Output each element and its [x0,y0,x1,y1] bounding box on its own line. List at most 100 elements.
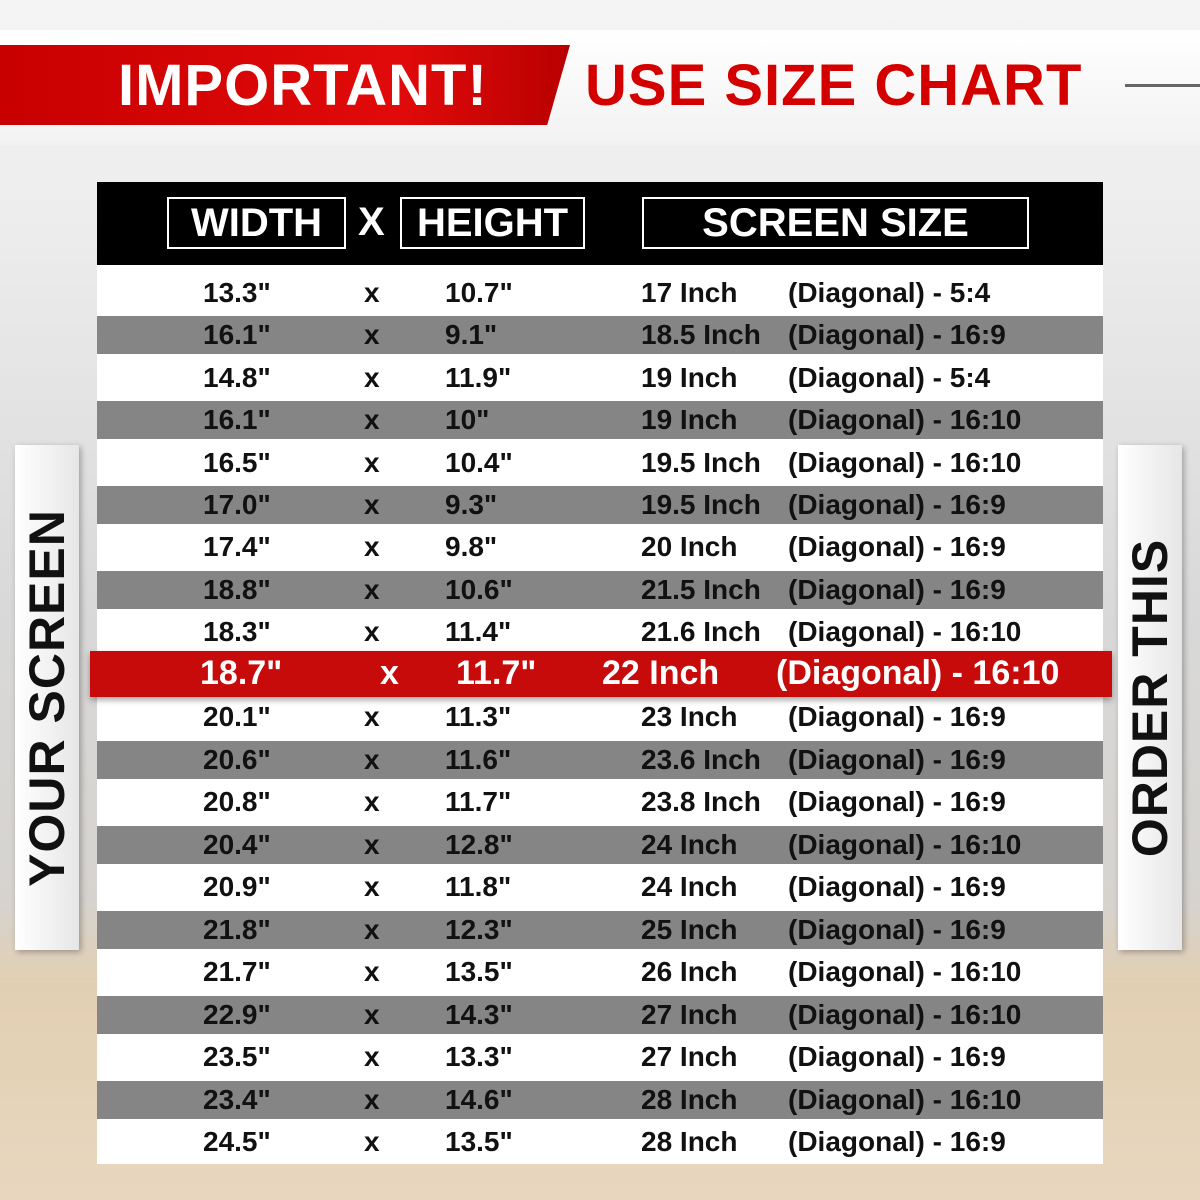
your-screen-ribbon: YOUR SCREEN [15,445,79,950]
size-cell: 21.5 Inch [641,573,761,605]
size-cell: 28 Inch [641,1126,738,1157]
header-x: X [358,200,385,244]
important-label: IMPORTANT! [118,53,488,118]
diagonal-cell: (Diagonal) - 16:9 [788,1126,1006,1157]
table-row: 23.5" x 13.3" 27 Inch (Diagonal) - 16:9 [97,1038,1103,1076]
table-row: 14.8" x 11.9" 19 Inch (Diagonal) - 5:4 [97,359,1103,397]
width-cell: 20.6" [203,743,271,775]
width-cell: 23.5" [203,1041,271,1072]
height-cell: 11.9" [445,361,512,393]
height-cell: 13.3" [445,1041,513,1072]
table-row: 18.8" x 10.6" 21.5 Inch (Diagonal) - 16:9 [97,570,1103,609]
use-size-chart-label: USE SIZE CHART [585,53,1083,118]
height-cell: 11.6" [445,743,512,775]
size-cell: 22 Inch [602,654,720,692]
x-cell: x [364,1126,380,1157]
height-cell: 11.8" [445,871,512,902]
height-cell: 10.4" [445,446,513,478]
diagonal-cell: (Diagonal) - 16:10 [788,828,1022,860]
diagonal-cell: (Diagonal) - 5:4 [788,277,991,308]
height-cell: 14.3" [445,998,513,1030]
size-cell: 24 Inch [641,828,738,860]
width-cell: 14.8" [203,361,271,393]
height-cell: 9.8" [445,531,498,563]
table-row: 16.5" x 10.4" 19.5 Inch (Diagonal) - 16:10 [97,444,1103,482]
diagonal-cell: (Diagonal) - 16:9 [788,489,1006,520]
table-header [97,182,1103,265]
width-cell: 24.5" [203,1126,271,1157]
width-cell: 20.8" [203,786,271,817]
width-cell: 17.4" [203,531,271,563]
x-cell: x [364,956,380,987]
x-cell: x [364,828,380,860]
size-cell: 21.6 Inch [641,616,761,648]
table-row: 20.1" x 11.3" 23 Inch (Diagonal) - 16:9 [97,698,1103,736]
header-width: WIDTH [167,197,346,249]
table-row: 20.6" x 11.6" 23.6 Inch (Diagonal) - 16:9 [97,740,1103,779]
diagonal-cell: (Diagonal) - 16:10 [788,1083,1022,1115]
width-cell: 20.1" [203,701,271,732]
x-cell: x [364,871,380,902]
width-cell: 20.9" [203,871,271,902]
width-cell: 21.8" [203,913,271,945]
width-cell: 18.7" [200,654,283,692]
table-row: 23.4" x 14.6" 28 Inch (Diagonal) - 16:10 [97,1080,1103,1119]
height-cell: 9.3" [445,489,498,520]
size-cell: 19 Inch [641,361,738,393]
diagonal-cell: (Diagonal) - 16:9 [788,531,1006,563]
x-cell: x [364,573,380,605]
height-cell: 12.3" [445,913,513,945]
x-cell: x [364,404,380,436]
x-cell: x [364,361,380,393]
diagonal-cell: (Diagonal) - 16:9 [788,319,1006,351]
table-row: 17.0" x 9.3" 19.5 Inch (Diagonal) - 16:9 [97,486,1103,524]
size-cell: 19 Inch [641,404,738,436]
height-cell: 9.1" [445,319,498,351]
height-cell: 12.8" [445,828,513,860]
x-cell: x [364,616,380,648]
x-cell: x [364,531,380,563]
size-cell: 27 Inch [641,1041,738,1072]
diagonal-cell: (Diagonal) - 16:9 [788,743,1006,775]
size-cell: 26 Inch [641,956,738,987]
diagonal-cell: (Diagonal) - 16:9 [788,1041,1006,1072]
table-row: 16.1" x 10" 19 Inch (Diagonal) - 16:10 [97,401,1103,440]
size-cell: 23 Inch [641,701,738,732]
diagonal-cell: (Diagonal) - 16:10 [788,998,1022,1030]
size-cell: 19.5 Inch [641,489,761,520]
table-row: 20.9" x 11.8" 24 Inch (Diagonal) - 16:9 [97,868,1103,906]
size-cell: 24 Inch [641,871,738,902]
size-cell: 28 Inch [641,1083,738,1115]
table-row: 22.9" x 14.3" 27 Inch (Diagonal) - 16:10 [97,995,1103,1034]
size-cell: 20 Inch [641,531,738,563]
height-cell: 11.7" [445,786,512,817]
table-row-highlighted: 18.7" x 11.7" 22 Inch (Diagonal) - 16:10 [90,651,1112,697]
width-cell: 21.7" [203,956,271,987]
width-cell: 16.1" [203,404,271,436]
height-cell: 10" [445,404,490,436]
diagonal-cell: (Diagonal) - 16:9 [788,701,1006,732]
width-cell: 17.0" [203,489,271,520]
table-row: 21.8" x 12.3" 25 Inch (Diagonal) - 16:9 [97,910,1103,949]
table-row: 18.3" x 11.4" 21.6 Inch (Diagonal) - 16:10 [97,613,1103,651]
diagonal-cell: (Diagonal) - 16:10 [788,616,1022,648]
x-cell: x [364,743,380,775]
diagonal-cell: (Diagonal) - 16:9 [788,573,1006,605]
width-cell: 18.8" [203,573,271,605]
diagonal-cell: (Diagonal) - 16:9 [788,786,1006,817]
width-cell: 22.9" [203,998,271,1030]
size-cell: 23.6 Inch [641,743,761,775]
diagonal-cell: (Diagonal) - 16:10 [788,956,1022,987]
width-cell: 23.4" [203,1083,271,1115]
x-cell: x [364,701,380,732]
your-screen-label: YOUR SCREEN [19,508,75,887]
diagonal-cell: (Diagonal) - 5:4 [788,361,991,393]
table-row: 21.7" x 13.5" 26 Inch (Diagonal) - 16:10 [97,953,1103,991]
x-cell: x [364,489,380,520]
height-cell: 14.6" [445,1083,513,1115]
diagonal-cell: (Diagonal) - 16:10 [788,446,1022,478]
height-cell: 13.5" [445,956,513,987]
height-cell: 11.3" [445,701,512,732]
x-cell: x [364,277,380,308]
width-cell: 20.4" [203,828,271,860]
